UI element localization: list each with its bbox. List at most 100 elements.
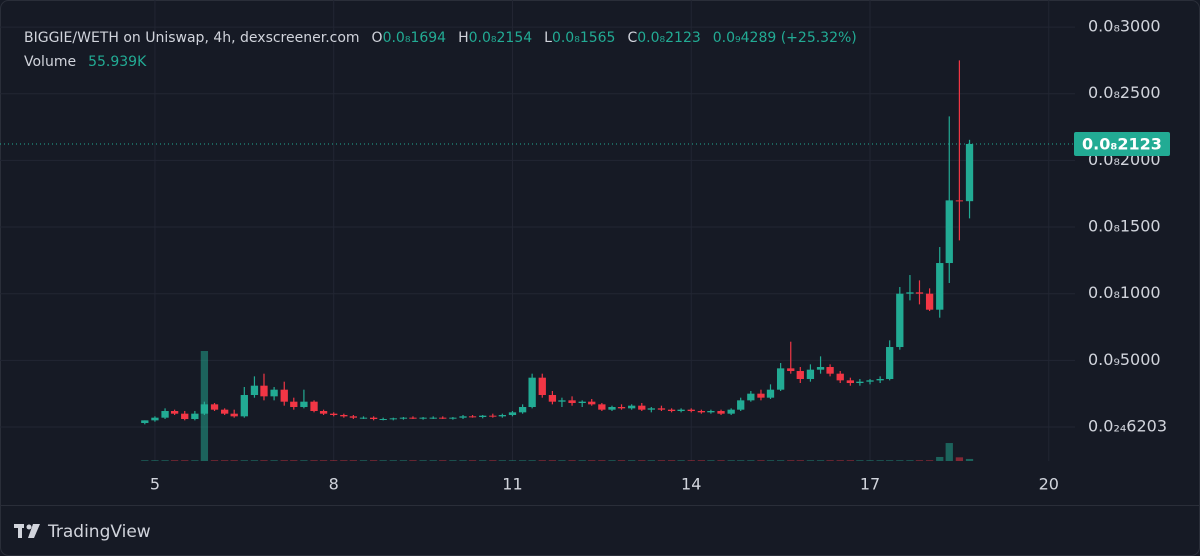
volume-bar bbox=[647, 460, 655, 461]
candle-body bbox=[518, 407, 527, 413]
volume-bar bbox=[836, 460, 844, 461]
volume-bar bbox=[617, 460, 626, 461]
volume-bar bbox=[250, 460, 259, 461]
volume-bar bbox=[379, 460, 387, 461]
volume-bar bbox=[538, 460, 546, 461]
candle-body bbox=[826, 367, 834, 374]
candle-body bbox=[925, 293, 934, 310]
candle-body bbox=[200, 404, 209, 414]
ohlc-value: 0.0₈1565 bbox=[551, 30, 616, 46]
candle-body bbox=[787, 368, 795, 372]
ohlc-label: C bbox=[627, 30, 638, 46]
candle-body bbox=[697, 411, 706, 413]
ohlc-label: H bbox=[458, 30, 469, 46]
change: 0.0₉4289 (+25.32%) bbox=[712, 30, 857, 46]
volume-bar bbox=[856, 460, 864, 461]
volume-bar bbox=[936, 456, 944, 461]
brand-logo bbox=[14, 524, 40, 538]
candle-body bbox=[210, 404, 219, 410]
candle-body bbox=[816, 367, 825, 370]
candle-body bbox=[628, 405, 636, 409]
candle-body bbox=[479, 415, 487, 418]
volume-bar bbox=[638, 460, 646, 461]
candle-body bbox=[399, 417, 408, 419]
candle-body bbox=[588, 401, 596, 405]
candle-body bbox=[965, 143, 974, 202]
volume-bar bbox=[508, 460, 517, 461]
volume-bar bbox=[806, 460, 815, 461]
volume-bar bbox=[866, 460, 874, 461]
candle-body bbox=[191, 413, 199, 420]
ohlc-label: O bbox=[371, 30, 383, 46]
volume-bar bbox=[528, 460, 536, 461]
volume-bar bbox=[260, 460, 268, 461]
x-tick-label: 20 bbox=[1039, 475, 1059, 494]
candle-body bbox=[439, 417, 447, 419]
candle-body bbox=[468, 416, 477, 418]
candle-body bbox=[379, 419, 387, 421]
volume-bar bbox=[677, 460, 685, 461]
volume-bar bbox=[369, 460, 378, 461]
volume-bar bbox=[181, 460, 189, 461]
candle-body bbox=[657, 408, 666, 410]
candle-body bbox=[608, 407, 616, 410]
candle-body bbox=[876, 379, 884, 381]
volume-bar bbox=[429, 460, 437, 461]
y-tick-label: 0.0₉5000 bbox=[1088, 350, 1161, 369]
candle-body bbox=[806, 369, 815, 380]
candle-body bbox=[945, 200, 953, 264]
volume-bar bbox=[558, 460, 566, 461]
volume-bar bbox=[151, 460, 159, 461]
legend: BIGGIE/WETH on Uniswap, 4h, dexscreener.… bbox=[24, 26, 857, 74]
volume-bar bbox=[846, 460, 854, 461]
volume-bar bbox=[955, 457, 964, 461]
candle-body bbox=[508, 412, 517, 416]
candle-body bbox=[359, 417, 368, 419]
volume-bar bbox=[210, 460, 219, 461]
candle-body bbox=[528, 377, 536, 408]
candle-body bbox=[915, 292, 924, 294]
candle-body bbox=[280, 389, 288, 402]
candle-body bbox=[419, 417, 427, 419]
x-tick-label: 17 bbox=[860, 475, 880, 494]
volume-bar bbox=[787, 460, 795, 461]
candle-body bbox=[349, 416, 358, 418]
candle-body bbox=[617, 407, 626, 409]
volume-bar bbox=[608, 460, 616, 461]
grid bbox=[0, 0, 1075, 461]
volume-bar bbox=[628, 460, 636, 461]
volume-bar bbox=[170, 460, 179, 461]
candle-body bbox=[727, 409, 735, 414]
volume-bar bbox=[816, 460, 825, 461]
last-price-box bbox=[1074, 131, 1170, 156]
x-tick-label: 8 bbox=[329, 475, 339, 494]
volume-bar bbox=[449, 460, 457, 461]
volume-bar bbox=[459, 460, 467, 461]
candle-body bbox=[310, 401, 318, 412]
volume-bar bbox=[826, 460, 834, 461]
candle-body bbox=[170, 411, 179, 414]
volume-bar bbox=[300, 460, 308, 461]
volume-bar bbox=[468, 460, 477, 461]
volume-label: Volume bbox=[24, 54, 77, 70]
candle-body bbox=[647, 408, 655, 410]
volume-bar bbox=[319, 460, 328, 461]
candle-body bbox=[836, 373, 844, 381]
brand: TradingView bbox=[47, 522, 151, 542]
candle-body bbox=[757, 393, 765, 398]
volume-bar bbox=[161, 460, 169, 461]
candle-body bbox=[558, 400, 566, 402]
volume-bar bbox=[399, 460, 408, 461]
candle-body bbox=[866, 380, 874, 382]
candle-body bbox=[409, 417, 417, 419]
candle-body bbox=[449, 417, 457, 419]
candle-body bbox=[389, 418, 397, 420]
y-tick-label: 0.0₂₄6203 bbox=[1088, 417, 1167, 436]
volume-bar bbox=[578, 460, 586, 461]
x-tick-label: 5 bbox=[150, 475, 160, 494]
candle-body bbox=[161, 411, 169, 418]
candle-body bbox=[240, 395, 248, 417]
candle-body bbox=[270, 389, 278, 397]
candle-body bbox=[707, 411, 715, 413]
ohlc-value: 0.0₈2123 bbox=[637, 30, 701, 46]
